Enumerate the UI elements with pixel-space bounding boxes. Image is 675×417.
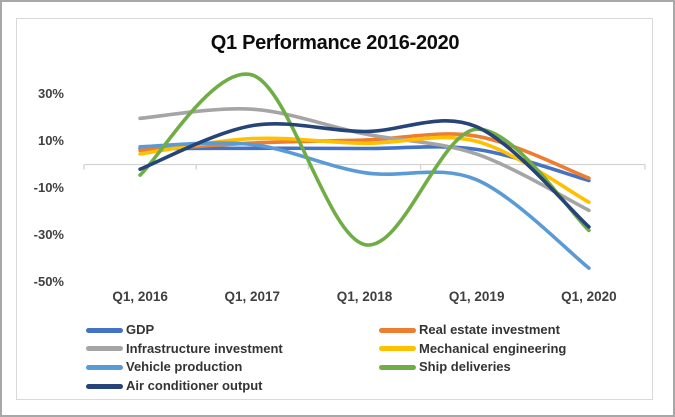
x-axis-label-q1-2020: Q1, 2020 — [561, 289, 617, 304]
legend-item-infrastructure-investment: Infrastructure investment — [86, 340, 379, 356]
legend-label-vehicle-production: Vehicle production — [126, 359, 243, 375]
legend-swatch-infrastructure-investment — [86, 346, 123, 352]
series-line-infrastructure-investment — [138, 106, 591, 213]
legend-item-gdp: GDP — [86, 323, 379, 337]
y-axis-label--10-: -10% — [33, 180, 64, 196]
legend-swatch-gdp — [86, 327, 123, 333]
series-line-air-conditioner-output — [138, 119, 591, 229]
legend-item-real-estate-investment: Real estate investment — [379, 323, 586, 337]
y-axis-label-30-: 30% — [37, 85, 64, 101]
legend-swatch-real-estate-investment — [379, 327, 416, 333]
x-axis-label-q1-2018: Q1, 2018 — [336, 289, 393, 304]
y-axis-label-10-: 10% — [37, 132, 64, 148]
legend-swatch-vehicle-production — [86, 364, 123, 370]
legend-label-mechanical-engineering: Mechanical engineering — [419, 340, 567, 356]
legend-swatch-mechanical-engineering — [379, 346, 416, 352]
legend-label-infrastructure-investment: Infrastructure investment — [126, 340, 283, 356]
x-axis-label-q1-2016: Q1, 2016 — [112, 289, 168, 304]
legend-swatch-ship-deliveries — [379, 364, 416, 370]
chart-title: Q1 Performance 2016-2020 — [210, 32, 460, 54]
legend-label-real-estate-investment: Real estate investment — [419, 322, 560, 338]
x-axis-label-q1-2019: Q1, 2019 — [448, 289, 505, 304]
legend-swatch-air-conditioner-output — [86, 383, 123, 389]
series-line-ship-deliveries — [138, 72, 591, 247]
legend-label-gdp: GDP — [126, 322, 155, 338]
legend-item-vehicle-production: Vehicle production — [86, 360, 379, 374]
series-line-vehicle-production — [138, 141, 591, 270]
x-axis-label-q1-2017: Q1, 2017 — [224, 289, 281, 304]
legend-item-mechanical-engineering: Mechanical engineering — [379, 340, 586, 356]
zero-axis-line — [83, 163, 646, 170]
y-axis-label--30-: -30% — [33, 227, 64, 243]
legend-label-ship-deliveries: Ship deliveries — [419, 359, 511, 375]
legend-item-ship-deliveries: Ship deliveries — [379, 360, 586, 374]
legend-item-air-conditioner-output: Air conditioner output — [86, 379, 379, 393]
legend: GDP Real estate investment Infrastructure … — [86, 321, 586, 395]
y-axis-label--50-: -50% — [33, 274, 64, 290]
legend-label-air-conditioner-output: Air conditioner output — [126, 378, 263, 394]
